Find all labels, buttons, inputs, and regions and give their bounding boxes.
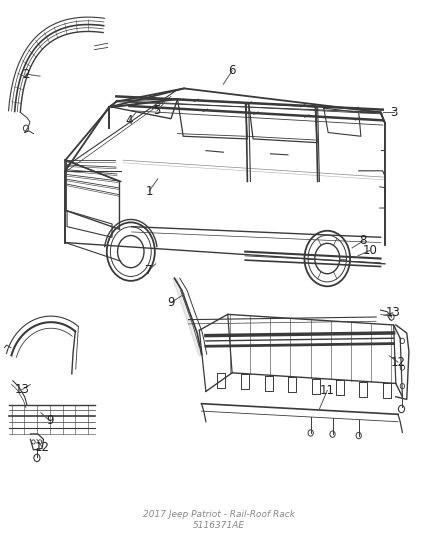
Text: 9: 9 [46,414,53,427]
Text: 3: 3 [390,106,397,119]
Text: 4: 4 [126,114,133,127]
Text: 13: 13 [385,306,400,319]
Text: 12: 12 [391,356,406,369]
Text: 7: 7 [145,264,152,277]
Text: 8: 8 [360,235,367,247]
Text: 2: 2 [22,68,30,80]
Text: 13: 13 [14,383,29,397]
Text: 10: 10 [362,244,377,257]
Text: 2017 Jeep Patriot - Rail-Roof Rack
5116371AE: 2017 Jeep Patriot - Rail-Roof Rack 51163… [143,510,295,530]
Text: 11: 11 [320,384,335,397]
Text: 9: 9 [167,296,175,309]
Text: 6: 6 [228,64,236,77]
Text: 12: 12 [35,441,49,454]
Text: 1: 1 [145,184,153,198]
Text: 5: 5 [153,104,161,117]
